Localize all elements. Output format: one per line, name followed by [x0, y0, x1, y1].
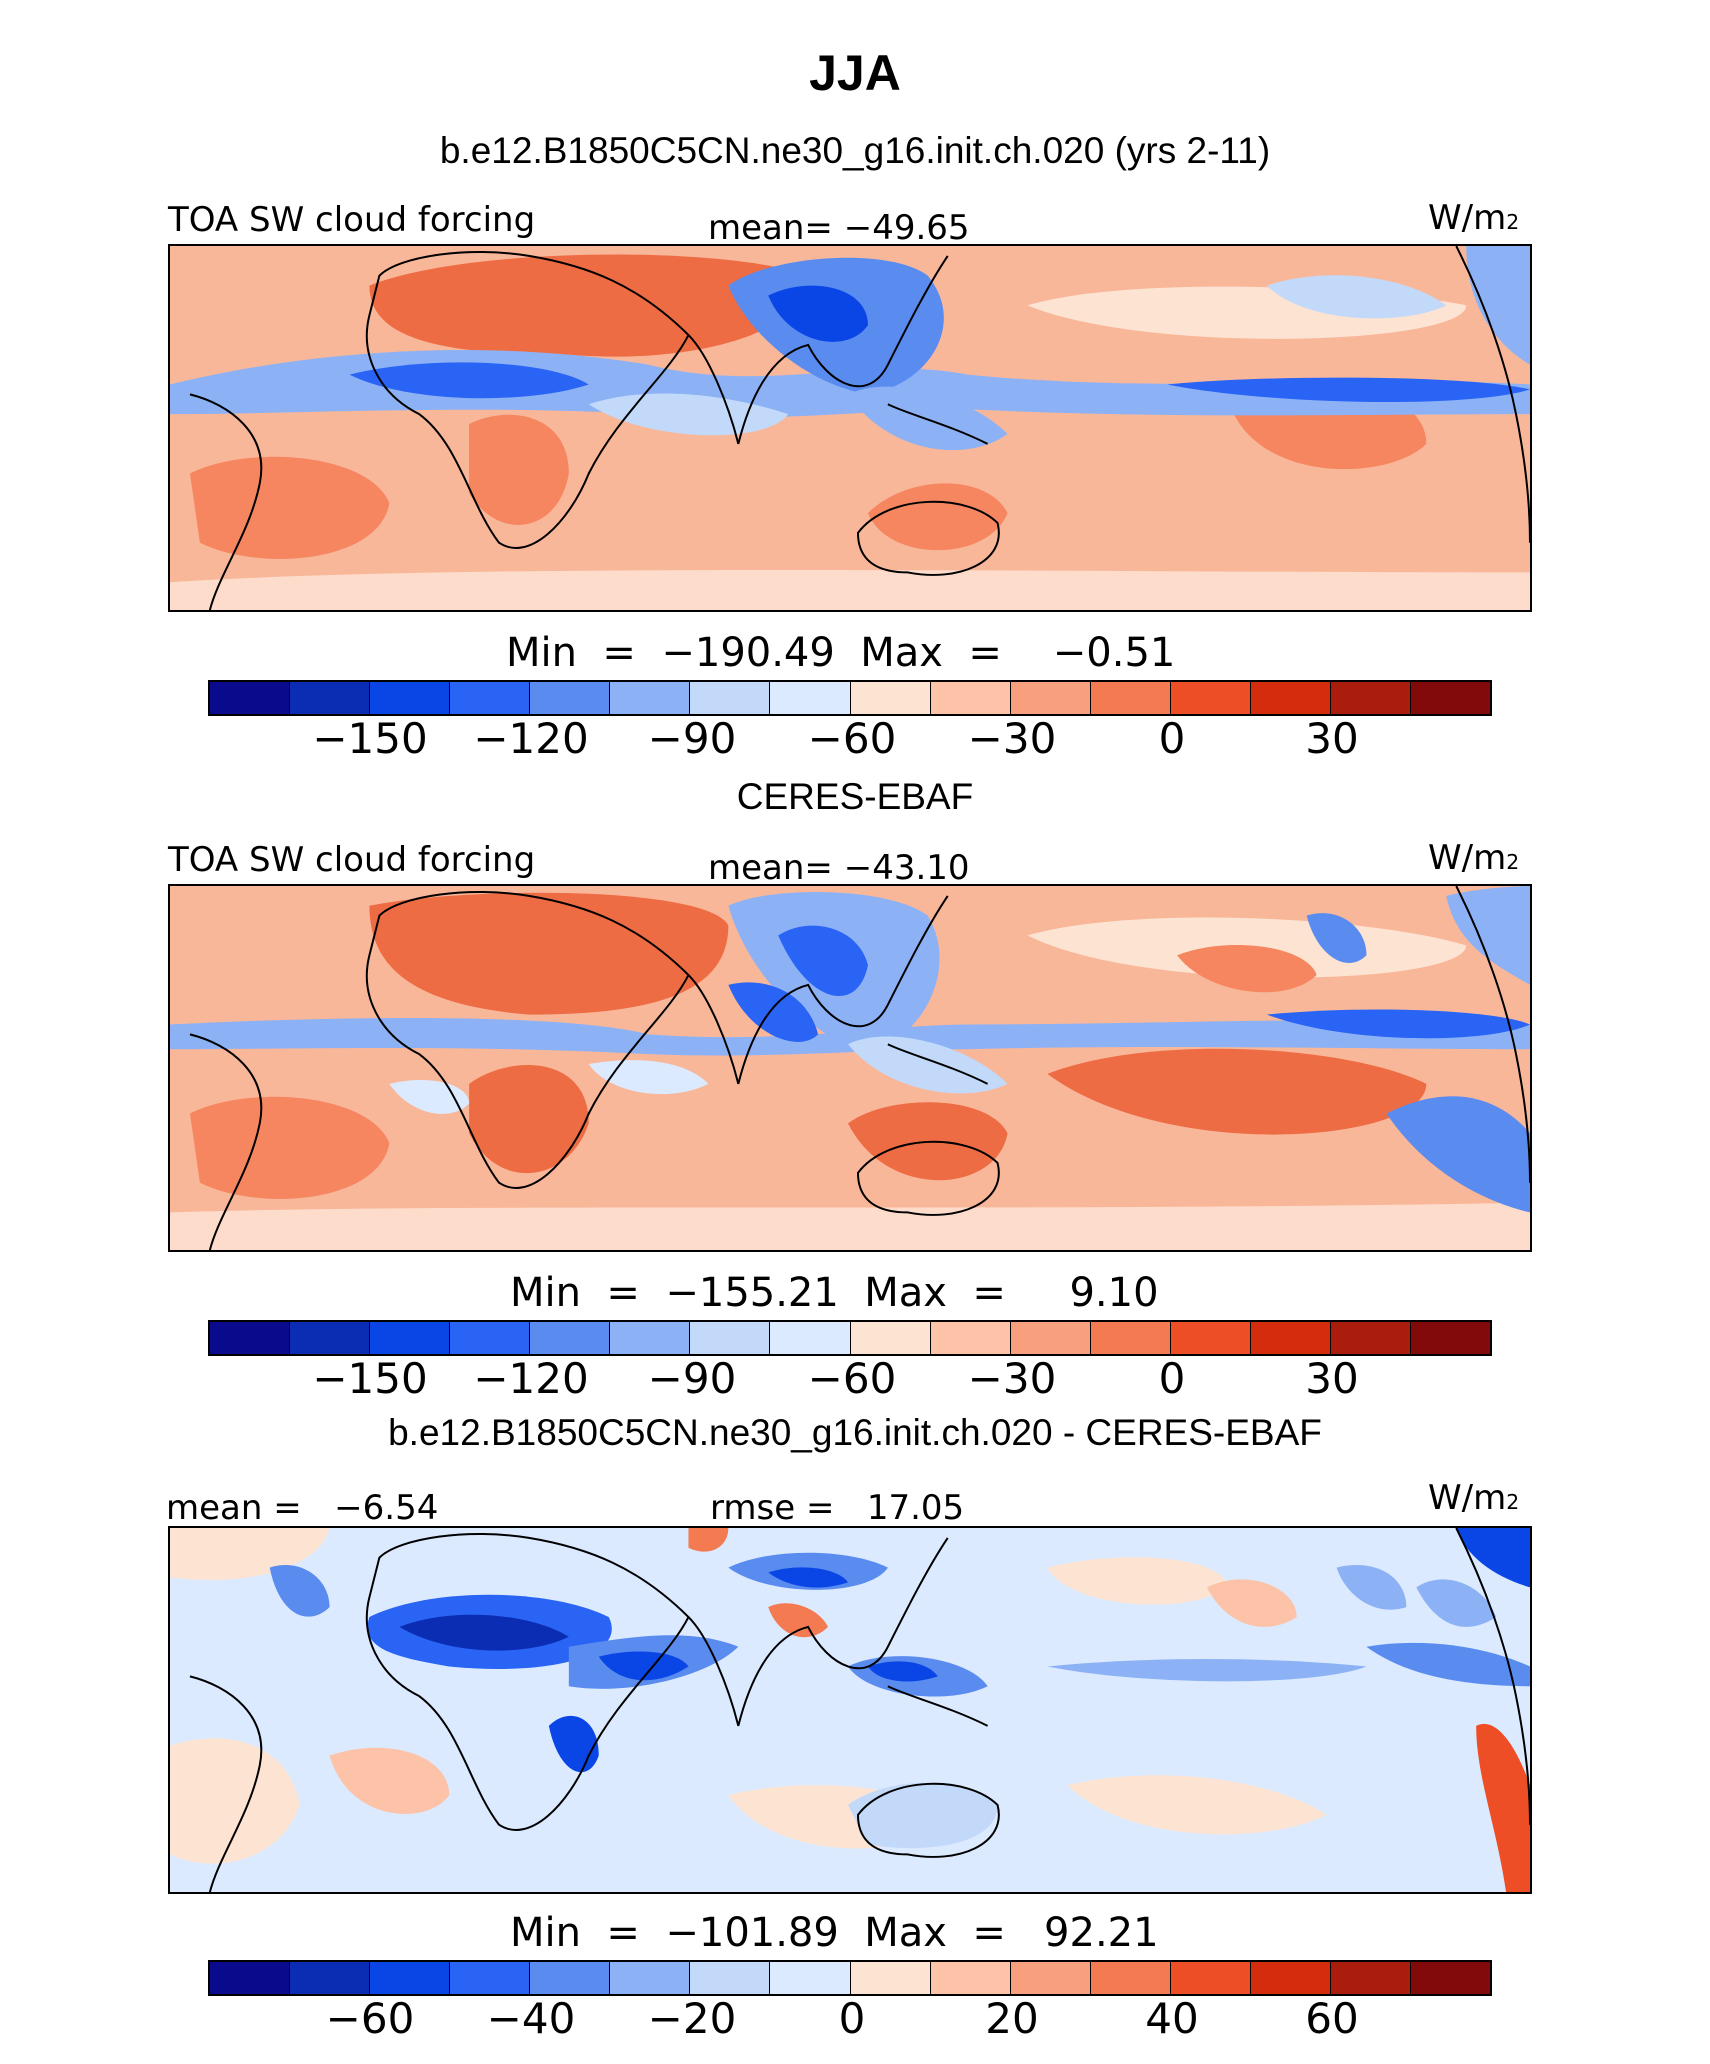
colorbar-swatch [850, 1962, 931, 1994]
colorbar-swatch [1010, 1322, 1091, 1354]
panel-3-tick: −40 [486, 1994, 576, 2043]
colorbar-swatch [370, 1962, 451, 1994]
colorbar-swatch [1250, 1962, 1331, 1994]
colorbar-swatch [610, 1962, 691, 1994]
panel-1-tick: −150 [312, 714, 428, 763]
colorbar-swatch [690, 1322, 771, 1354]
panel-2-variable-label: TOA SW cloud forcing [168, 840, 536, 880]
colorbar-swatch [290, 1962, 371, 1994]
panel-1-tick: −30 [967, 714, 1057, 763]
colorbar-swatch [1410, 1322, 1490, 1354]
colorbar-swatch [1010, 1962, 1091, 1994]
panel-1-units: W/m2 [1428, 198, 1520, 238]
colorbar-swatch [1010, 682, 1091, 714]
colorbar-swatch [1170, 1322, 1251, 1354]
colorbar-swatch [450, 682, 531, 714]
colorbar-swatch [1170, 682, 1251, 714]
panel-1-minmax: Min = −190.49 Max = −0.51 [506, 630, 1176, 676]
colorbar-swatch [450, 1962, 531, 1994]
colorbar-swatch [850, 682, 931, 714]
colorbar-swatch [1250, 682, 1331, 714]
panel-3-rmse-label: rmse = 17.05 [710, 1488, 965, 1528]
colorbar-swatch [290, 682, 371, 714]
panel-3-tick: −20 [647, 1994, 737, 2043]
panel-2-tick: −90 [647, 1354, 737, 1403]
panel-3-subtitle: b.e12.B1850C5CN.ne30_g16.init.ch.020 - C… [388, 1412, 1322, 1453]
panel-3-tick: 60 [1305, 1994, 1359, 2043]
panel-3-mean-label: mean = −6.54 [166, 1488, 439, 1528]
panel-1-tick: 0 [1158, 714, 1186, 763]
panel-3-tick: 20 [985, 1994, 1039, 2043]
colorbar-swatch [1330, 1962, 1411, 1994]
panel-2-tick: −60 [807, 1354, 897, 1403]
colorbar-swatch [1330, 682, 1411, 714]
colorbar-swatch [210, 1322, 291, 1354]
panel-3-units: W/m2 [1428, 1478, 1520, 1518]
colorbar-swatch [1090, 1322, 1171, 1354]
colorbar-swatch [1090, 1962, 1171, 1994]
colorbar-swatch [530, 682, 611, 714]
panel-3-colorbar [208, 1960, 1492, 1996]
colorbar-swatch [770, 1322, 851, 1354]
panel-3-tick: 0 [838, 1994, 866, 2043]
colorbar-swatch [1250, 1322, 1331, 1354]
panel-3-map [168, 1526, 1532, 1894]
colorbar-swatch [450, 1322, 531, 1354]
colorbar-swatch [690, 1962, 771, 1994]
colorbar-swatch [1170, 1962, 1251, 1994]
colorbar-swatch [770, 682, 851, 714]
panel-2-tick: 0 [1158, 1354, 1186, 1403]
colorbar-swatch [290, 1322, 371, 1354]
colorbar-swatch [850, 1322, 931, 1354]
colorbar-swatch [610, 682, 691, 714]
colorbar-swatch [210, 682, 291, 714]
colorbar-swatch [1410, 682, 1490, 714]
colorbar-swatch [610, 1322, 691, 1354]
colorbar-swatch [210, 1962, 291, 1994]
panel-1-tick: −90 [647, 714, 737, 763]
panel-1-tick: −60 [807, 714, 897, 763]
panel-2-minmax: Min = −155.21 Max = 9.10 [510, 1270, 1159, 1316]
panel-1-mean-label: mean= −49.65 [708, 208, 970, 248]
panel-1-variable-label: TOA SW cloud forcing [168, 200, 536, 240]
figure-title: JJA [809, 45, 901, 101]
panel-2-map [168, 884, 1532, 1252]
panel-2-tick: −150 [312, 1354, 428, 1403]
panel-2-tick: 30 [1305, 1354, 1359, 1403]
panel-1-tick: 30 [1305, 714, 1359, 763]
panel-2-subtitle: CERES-EBAF [736, 776, 974, 817]
colorbar-swatch [690, 682, 771, 714]
panel-3-minmax: Min = −101.89 Max = 92.21 [510, 1910, 1159, 1956]
panel-3-tick: 40 [1145, 1994, 1199, 2043]
colorbar-swatch [530, 1962, 611, 1994]
panel-2-units: W/m2 [1428, 838, 1520, 878]
panel-2-tick: −120 [473, 1354, 589, 1403]
colorbar-swatch [770, 1962, 851, 1994]
panel-2-tick: −30 [967, 1354, 1057, 1403]
panel-1-colorbar [208, 680, 1492, 716]
colorbar-swatch [930, 1322, 1011, 1354]
colorbar-swatch [930, 682, 1011, 714]
colorbar-swatch [1330, 1322, 1411, 1354]
colorbar-swatch [1090, 682, 1171, 714]
colorbar-swatch [370, 682, 451, 714]
panel-1-map [168, 244, 1532, 612]
colorbar-swatch [530, 1322, 611, 1354]
colorbar-swatch [1410, 1962, 1490, 1994]
panel-1-subtitle: b.e12.B1850C5CN.ne30_g16.init.ch.020 (yr… [439, 130, 1271, 171]
colorbar-swatch [930, 1962, 1011, 1994]
panel-1-tick: −120 [473, 714, 589, 763]
panel-2-colorbar [208, 1320, 1492, 1356]
colorbar-swatch [370, 1322, 451, 1354]
panel-3-tick: −60 [325, 1994, 415, 2043]
panel-2-mean-label: mean= −43.10 [708, 848, 970, 888]
